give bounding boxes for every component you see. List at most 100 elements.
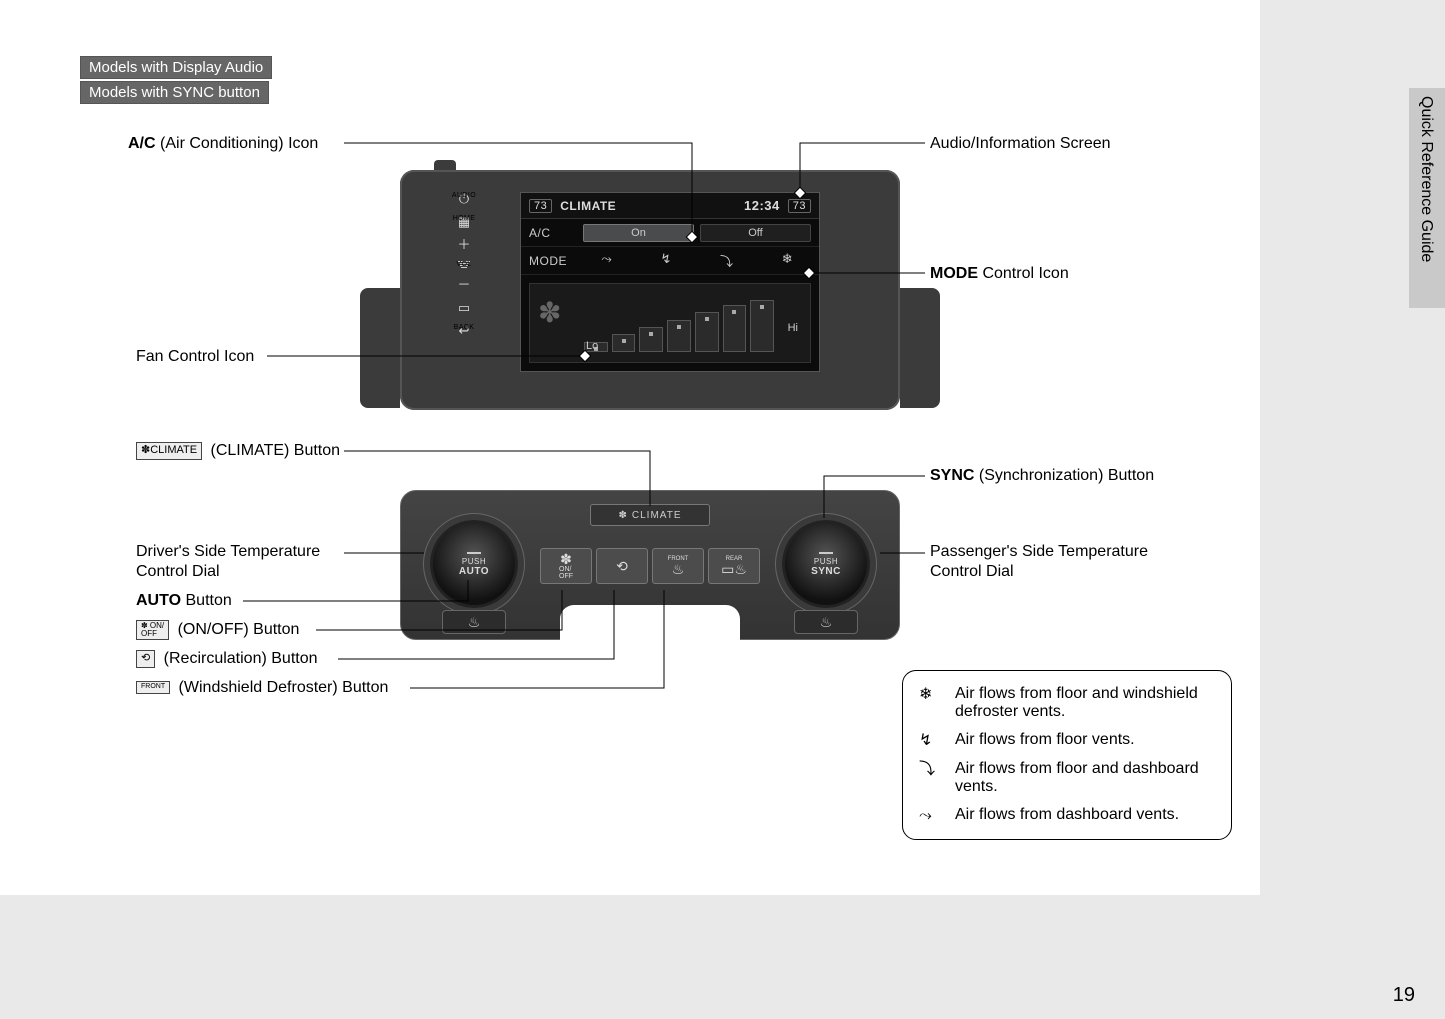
ac-off-button: Off xyxy=(700,224,811,242)
legend-text-1: Air flows from floor and windshield defr… xyxy=(955,685,1215,721)
menu-icon: ▭ xyxy=(458,301,470,314)
mode-dashboard-icon: ⤳ xyxy=(601,251,611,270)
fan-bar-7 xyxy=(750,300,774,352)
rear-defrost-icon: ▭♨ xyxy=(721,562,747,576)
legend-row-3: ⤵ Air flows from floor and dashboard ven… xyxy=(919,760,1215,796)
legend-icon-floor-dash: ⤵ xyxy=(919,760,941,779)
climate-fan-icon: ✽ xyxy=(619,510,628,521)
screen-title: CLIMATE xyxy=(560,199,616,213)
recirc-icon: ⟲ xyxy=(616,559,628,573)
airflow-legend: ❄ Air flows from floor and windshield de… xyxy=(902,670,1232,840)
menu-button: ▭ xyxy=(450,301,478,314)
vol-label-wrap: VOL xyxy=(450,261,478,268)
page: Models with Display Audio Models with SY… xyxy=(0,0,1260,895)
label-auto-rest: Button xyxy=(181,592,232,609)
label-fan-icon: Fan Control Icon xyxy=(136,347,254,367)
fan-bar-4 xyxy=(667,320,691,352)
legend-icon-dashboard: ⤳ xyxy=(919,806,941,825)
fan-bar-3 xyxy=(639,327,663,352)
legend-text-2: Air flows from floor vents. xyxy=(955,731,1215,749)
label-sync: SYNC (Synchronization) Button xyxy=(930,466,1154,486)
label-mode-rest: Control Icon xyxy=(978,265,1069,282)
model-tag-1: Models with Display Audio xyxy=(80,56,272,79)
legend-icon-floor: ↯ xyxy=(919,731,941,750)
ac-on-button: On xyxy=(583,224,694,242)
model-tag-2: Models with SYNC button xyxy=(80,81,269,104)
back-button: ↩ BACK xyxy=(450,324,478,337)
fan-bar-2 xyxy=(612,334,636,352)
mode-row: MODE ⤳ ↯ ⤵ ❄ xyxy=(521,247,819,275)
fan-icon: ✽ xyxy=(538,296,561,329)
onoff-button: ✽ ON/ OFF xyxy=(540,548,592,584)
minus-icon: － xyxy=(457,278,470,291)
label-climate-button: ✽CLIMATE (CLIMATE) Button xyxy=(136,441,340,461)
temp-right: 73 xyxy=(788,199,811,213)
back-label: BACK xyxy=(454,324,475,333)
onoff-btn-label: ON/ OFF xyxy=(559,566,573,580)
dial-dash-icon xyxy=(467,552,481,554)
label-ac-bold: A/C xyxy=(128,135,156,152)
audio-screen: 73 CLIMATE 12:34 73 A/C On Off MODE ⤳ ↯ … xyxy=(520,192,820,372)
climate-button: ✽ CLIMATE xyxy=(590,504,710,526)
vol-up: ＋ xyxy=(450,238,478,251)
label-recirc: ⟲ (Recirculation) Button xyxy=(136,649,318,669)
label-ac-icon: A/C (Air Conditioning) Icon xyxy=(128,134,318,154)
front-defrost-button: FRONT ♨ xyxy=(652,548,704,584)
label-passenger-dial: Passenger's Side Temperature Control Dia… xyxy=(930,542,1148,582)
dial-right-push: PUSH xyxy=(814,557,838,566)
mode-floor-icon: ↯ xyxy=(660,251,671,270)
mode-label: MODE xyxy=(529,254,577,268)
recirc-button: ⟲ xyxy=(596,548,648,584)
climate-control-panel: ✽ CLIMATE PUSH AUTO PUSH SYNC ✽ ON/ OFF … xyxy=(400,490,900,640)
legend-row-2: ↯ Air flows from floor vents. xyxy=(919,731,1215,750)
legend-row-4: ⤳ Air flows from dashboard vents. xyxy=(919,806,1215,825)
ac-label: A/C xyxy=(529,226,577,240)
label-onoff-text: (ON/OFF) Button xyxy=(173,621,299,638)
label-climate-text: (CLIMATE) Button xyxy=(206,442,340,459)
mode-floor-dash-icon: ⤵ xyxy=(720,251,733,270)
fan-control-area: ✽ Lo Hi xyxy=(529,283,811,363)
fan-lo-label: Lo xyxy=(586,340,598,352)
legend-icon-defrost-floor: ❄ xyxy=(919,685,941,704)
label-auto-bold: AUTO xyxy=(136,592,181,609)
panel-cutout xyxy=(560,605,740,641)
audio-label: AUDIO xyxy=(452,192,476,201)
mode-icons: ⤳ ↯ ⤵ ❄ xyxy=(583,251,811,270)
ac-row: A/C On Off xyxy=(521,219,819,247)
home-button: ▦ HOME xyxy=(450,215,478,228)
onoff-fan-icon: ✽ xyxy=(560,552,572,566)
display-audio-unit: ⏻ AUDIO ▦ HOME ＋ VOL － ▭ ↩ BACK xyxy=(400,170,900,410)
label-driver-dial: Driver's Side Temperature Control Dial xyxy=(136,542,320,582)
side-tab: Quick Reference Guide xyxy=(1409,88,1445,308)
home-label: HOME xyxy=(453,215,476,224)
mid-buttons: ✽ ON/ OFF ⟲ FRONT ♨ REAR ▭♨ xyxy=(540,548,760,584)
fan-bar-5 xyxy=(695,312,719,352)
vol-down: － xyxy=(450,278,478,291)
label-mode-bold: MODE xyxy=(930,265,978,282)
defrost-icon-box: FRONT xyxy=(136,681,170,694)
passenger-temp-dial: PUSH SYNC xyxy=(782,520,870,608)
label-ac-rest: (Air Conditioning) Icon xyxy=(156,135,319,152)
vol-label: VOL xyxy=(456,261,471,270)
label-sync-bold: SYNC xyxy=(930,467,974,484)
label-mode-icon: MODE Control Icon xyxy=(930,264,1069,284)
seat-heater-right: ♨ xyxy=(794,610,858,634)
legend-text-3: Air flows from floor and dashboard vents… xyxy=(955,760,1215,796)
housing-ear-left xyxy=(360,288,400,408)
model-tags: Models with Display Audio Models with SY… xyxy=(80,56,272,106)
label-auto: AUTO Button xyxy=(136,591,232,611)
label-audio-screen: Audio/Information Screen xyxy=(930,134,1111,154)
label-recirc-text: (Recirculation) Button xyxy=(159,650,317,667)
recirc-icon-box: ⟲ xyxy=(136,650,155,668)
front-defrost-icon: ♨ xyxy=(672,562,685,576)
dial-dash-icon xyxy=(819,552,833,554)
dial-left-push: PUSH xyxy=(462,557,486,566)
side-tab-label: Quick Reference Guide xyxy=(1417,96,1435,262)
fan-hi-label: Hi xyxy=(788,322,798,334)
screen-status-bar: 73 CLIMATE 12:34 73 xyxy=(521,193,819,219)
dial-left-label: AUTO xyxy=(459,566,489,577)
legend-row-1: ❄ Air flows from floor and windshield de… xyxy=(919,685,1215,721)
mode-defrost-floor-icon: ❄ xyxy=(782,251,793,270)
display-side-buttons: ⏻ AUDIO ▦ HOME ＋ VOL － ▭ ↩ BACK xyxy=(450,192,516,392)
label-sync-rest: (Synchronization) Button xyxy=(974,467,1154,484)
